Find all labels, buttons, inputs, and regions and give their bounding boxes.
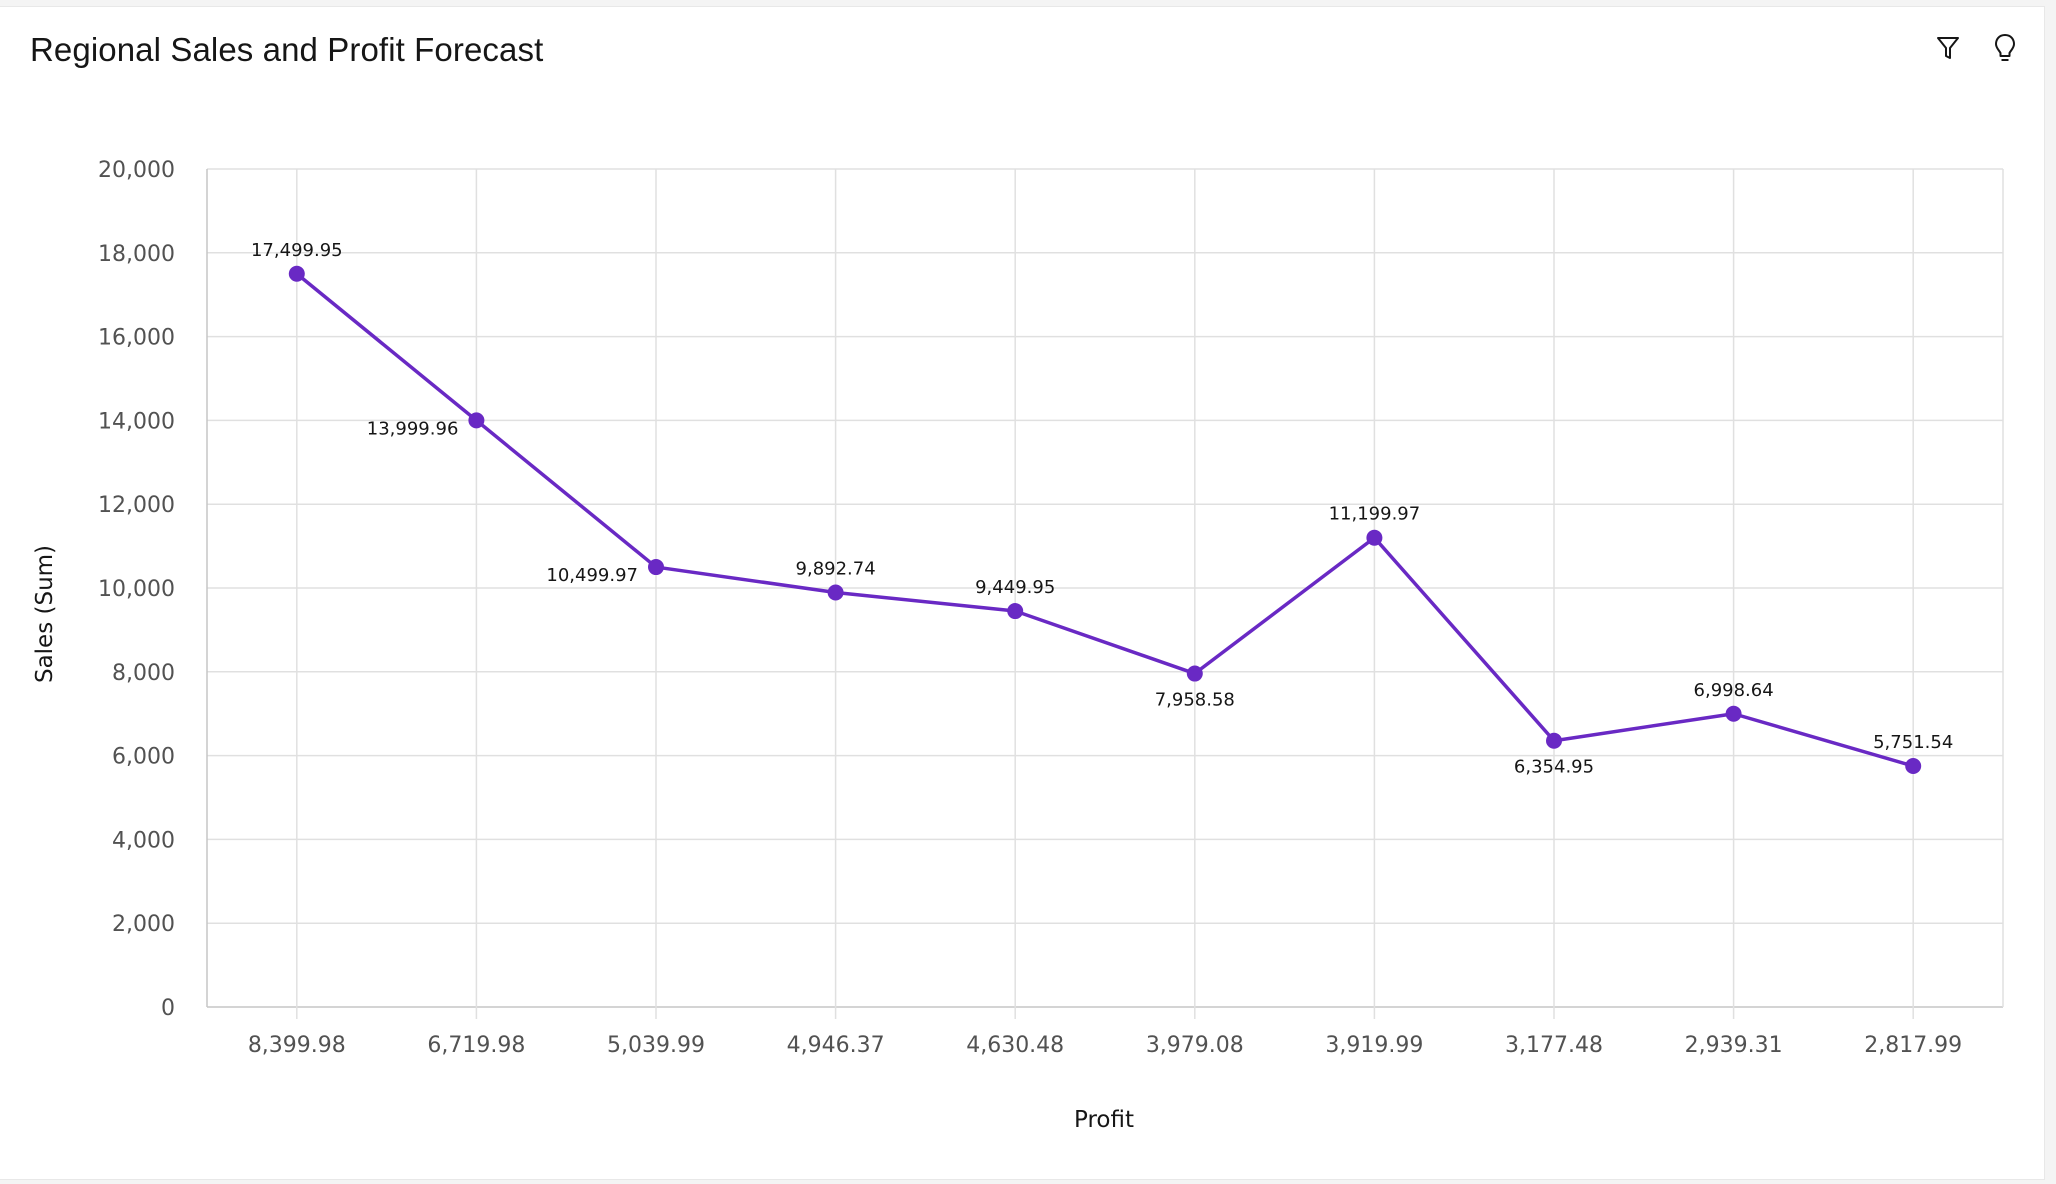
chart-title: Regional Sales and Profit Forecast xyxy=(30,31,544,68)
data-point[interactable] xyxy=(288,265,305,282)
data-label: 7,958.58 xyxy=(1155,690,1235,711)
chart-toolbar xyxy=(1932,31,2022,67)
data-point[interactable] xyxy=(468,412,485,429)
insights-button[interactable] xyxy=(1988,31,2022,67)
x-tick-label: 2,939.31 xyxy=(1685,1033,1783,1058)
series-line xyxy=(295,272,1914,768)
data-label: 13,999.96 xyxy=(367,418,459,439)
x-tick-label: 2,817.99 xyxy=(1864,1033,1962,1058)
y-tick-label: 0 xyxy=(161,996,175,1021)
y-tick-label: 12,000 xyxy=(98,493,175,518)
chart-grid xyxy=(206,168,2004,1019)
data-label: 17,499.95 xyxy=(251,240,343,261)
data-label: 11,199.97 xyxy=(1329,504,1421,525)
data-point[interactable] xyxy=(1725,705,1742,722)
y-tick-label: 18,000 xyxy=(98,242,175,267)
x-axis-ticks: 8,399.98 6,719.98 5,039.99 4,946.37 4,630.48… xyxy=(248,1033,1962,1058)
data-point[interactable] xyxy=(1186,665,1203,682)
data-point[interactable] xyxy=(648,559,664,576)
y-tick-label: 16,000 xyxy=(98,326,175,351)
lightbulb-icon xyxy=(1995,34,2015,61)
chart-card: Regional Sales and Profit Forecast 0 2,00… xyxy=(0,7,2044,1179)
data-label: 9,449.95 xyxy=(975,577,1055,598)
y-tick-label: 2,000 xyxy=(112,912,175,937)
y-tick-label: 20,000 xyxy=(98,158,175,183)
data-label: 6,998.64 xyxy=(1694,680,1774,701)
data-label: 5,751.54 xyxy=(1873,732,1953,753)
data-point[interactable] xyxy=(1366,529,1383,546)
x-tick-label: 4,946.37 xyxy=(787,1033,885,1058)
x-tick-label: 3,979.08 xyxy=(1146,1033,1244,1058)
data-label: 6,354.95 xyxy=(1514,757,1594,778)
x-tick-label: 3,177.48 xyxy=(1505,1033,1603,1058)
filter-icon xyxy=(1937,37,1959,59)
filter-button[interactable] xyxy=(1932,31,1966,67)
x-tick-label: 3,919.99 xyxy=(1325,1033,1423,1058)
x-tick-label: 6,719.98 xyxy=(427,1033,525,1058)
y-axis-ticks: 0 2,000 4,000 6,000 8,000 10,000 12,000 14,000 1… xyxy=(98,158,175,1021)
y-tick-label: 4,000 xyxy=(112,828,175,853)
x-tick-label: 4,630.48 xyxy=(966,1033,1064,1058)
data-label: 10,499.97 xyxy=(546,565,638,586)
y-tick-label: 14,000 xyxy=(98,409,175,434)
x-tick-label: 5,039.99 xyxy=(607,1033,705,1058)
data-point[interactable] xyxy=(1546,732,1562,749)
x-axis-title: Profit xyxy=(1074,1107,1134,1133)
y-tick-label: 6,000 xyxy=(112,745,175,770)
y-axis-title: Sales (Sum) xyxy=(32,545,58,683)
data-point[interactable] xyxy=(827,584,844,601)
line-chart: 0 2,000 4,000 6,000 8,000 10,000 12,000 14,000 1… xyxy=(32,158,2004,1133)
x-tick-label: 8,399.98 xyxy=(248,1033,346,1058)
data-point[interactable] xyxy=(1905,758,1922,775)
y-tick-label: 10,000 xyxy=(98,577,175,602)
data-point[interactable] xyxy=(1007,603,1024,620)
data-label: 9,892.74 xyxy=(796,558,876,579)
y-tick-label: 8,000 xyxy=(112,661,175,686)
series-sales: 17,499.95 13,999.96 10,499.97 9,892.74 9,449… xyxy=(251,240,1953,778)
